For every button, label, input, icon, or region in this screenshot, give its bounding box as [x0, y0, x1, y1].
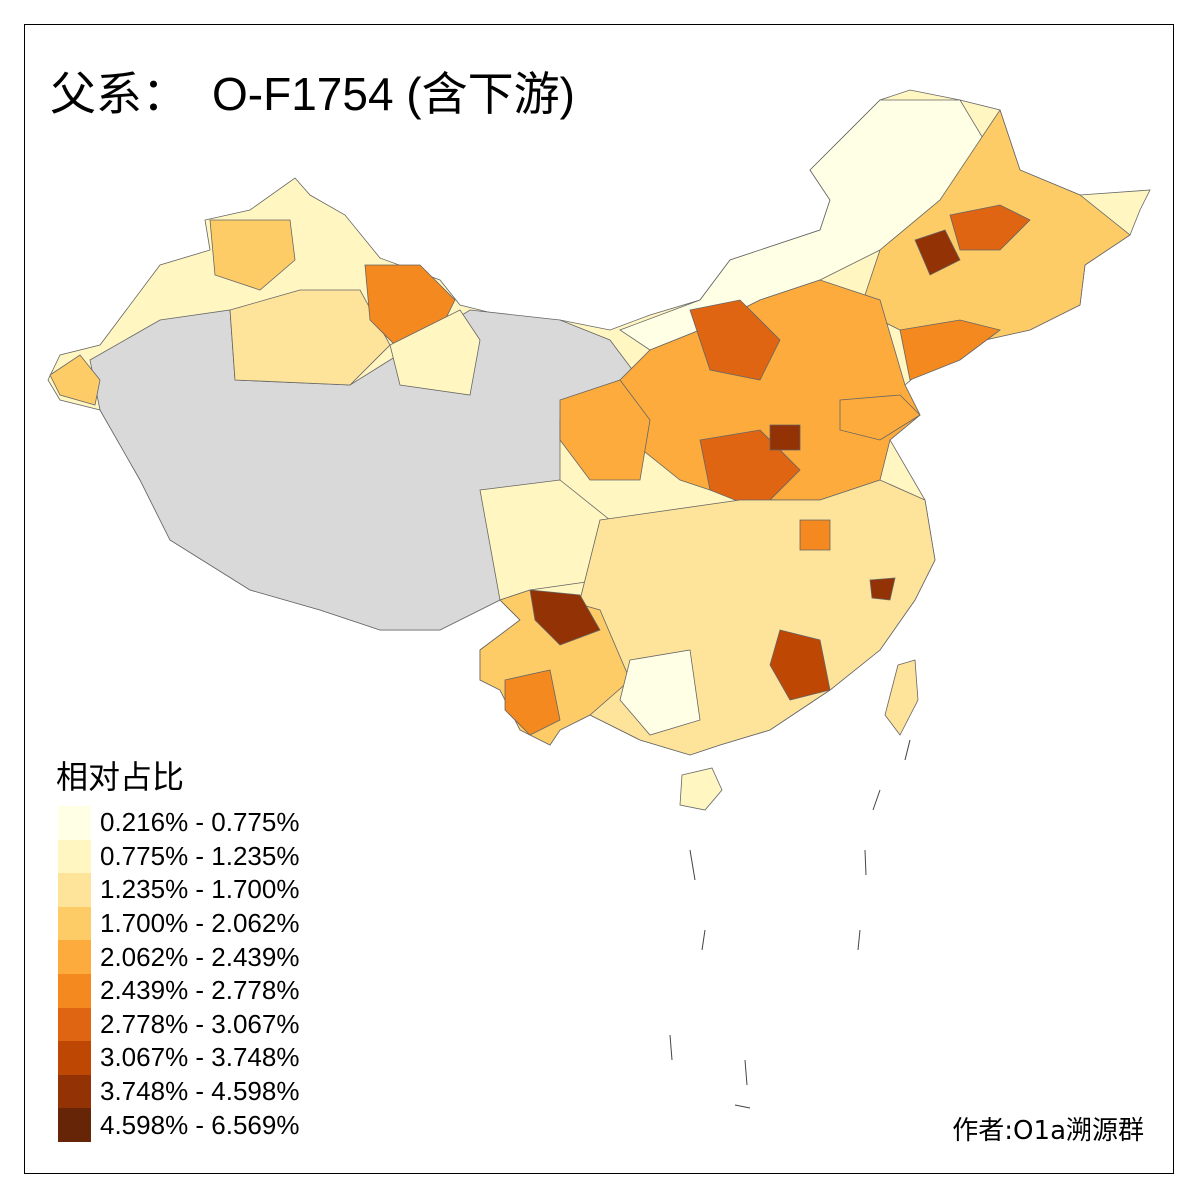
legend-swatch — [58, 1041, 91, 1075]
legend-swatch — [58, 1074, 91, 1109]
legend-swatch — [58, 839, 91, 874]
legend-item: 1.235% - 1.700% — [58, 873, 299, 907]
title-prefix: 父系： — [50, 67, 188, 121]
map-frame — [24, 24, 1174, 1174]
region-north-china — [599, 279, 921, 501]
legend-label: 4.598% - 6.569% — [100, 1109, 300, 1140]
legend-item: 3.067% - 3.748% — [58, 1041, 299, 1075]
legend-item: 4.598% - 6.569% — [58, 1108, 299, 1142]
legend-label: 3.067% - 3.748% — [100, 1042, 300, 1073]
legend-item: 0.775% - 1.235% — [58, 839, 300, 874]
region-dark-henan — [769, 424, 801, 451]
legend-item: 2.062% - 2.439% — [58, 940, 299, 974]
legend-swatch — [58, 873, 91, 907]
region-qinghai-east — [389, 309, 481, 396]
region-hubei — [799, 519, 831, 551]
legend-label: 3.748% - 4.598% — [100, 1076, 300, 1107]
legend-label: 1.235% - 1.700% — [100, 874, 300, 905]
legend-item: 3.748% - 4.598% — [58, 1074, 300, 1109]
legend-swatch — [58, 973, 91, 1008]
legend-item: 2.778% - 3.067% — [58, 1007, 300, 1042]
legend-item: 0.216% - 0.775% — [58, 806, 299, 840]
legend-title: 相对占比 — [56, 758, 185, 796]
legend-item: 1.700% - 2.062% — [58, 906, 300, 941]
legend-label: 1.700% - 2.062% — [100, 908, 300, 939]
title-haplogroup: O-F1754 (含下游) — [212, 68, 575, 120]
author-credit: 作者:O1a溯源群 — [952, 1116, 1144, 1146]
legend-swatch — [58, 806, 91, 840]
legend: 0.216% - 0.775% 0.775% - 1.235% 1.235% -… — [58, 806, 299, 1142]
region-shandong — [839, 394, 921, 441]
legend-item: 2.439% - 2.778% — [58, 973, 300, 1008]
region-hainan — [679, 767, 723, 811]
legend-label: 2.778% - 3.067% — [100, 1008, 300, 1039]
region-kashgar — [49, 354, 101, 406]
region-ne-dark — [914, 229, 961, 276]
legend-label: 2.062% - 2.439% — [100, 941, 300, 972]
region-gansu — [559, 379, 651, 481]
region-taiwan — [884, 659, 919, 736]
legend-swatch — [58, 940, 91, 974]
legend-label: 0.775% - 1.235% — [100, 840, 300, 871]
legend-swatch — [58, 1007, 91, 1042]
region-xinjiang-north — [209, 219, 296, 291]
region-ne-orange — [949, 204, 1031, 251]
region-yunnan-south — [504, 669, 561, 736]
region-yunnan-dark — [529, 589, 601, 646]
legend-label: 2.439% - 2.778% — [100, 975, 300, 1006]
south-china-sea-islands — [669, 739, 911, 1109]
legend-swatch — [58, 1108, 91, 1142]
region-liaoning — [899, 319, 1001, 381]
region-jiangxi-dark — [769, 629, 831, 701]
legend-swatch — [58, 906, 91, 941]
region-shaanxi-north — [689, 299, 781, 381]
region-guangxi — [619, 649, 701, 736]
legend-label: 0.216% - 0.775% — [100, 807, 300, 838]
map-title: 父系： O-F1754 (含下游) — [50, 58, 575, 124]
region-fujian-dark — [869, 577, 896, 601]
